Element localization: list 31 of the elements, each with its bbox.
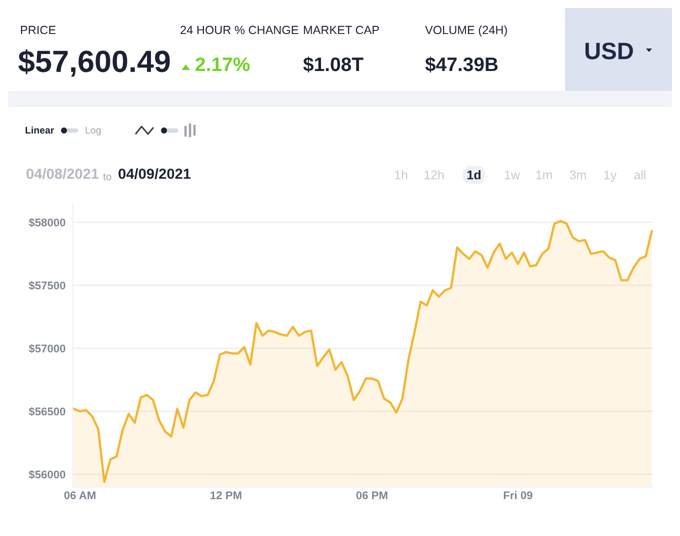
y-tick-label: $57000 [28, 344, 66, 354]
text: 04/09/2021 [118, 168, 191, 180]
text: 12h [424, 170, 444, 180]
text: 2.17% [196, 57, 250, 72]
text: 1d [467, 170, 480, 180]
y-tick-label: $57500 [28, 281, 66, 290]
x-tick-label: 06 AM [64, 491, 96, 500]
x-tick-label: 06 PM [356, 491, 388, 500]
text: to [103, 173, 112, 180]
text: $57,600.49 [18, 49, 170, 77]
text: 1y [604, 170, 617, 182]
text: 24 HOUR % CHANGE [180, 26, 298, 34]
text: 1m [536, 170, 552, 180]
text: 04/08/2021 [26, 168, 99, 180]
y-tick-label: $56500 [28, 407, 66, 416]
y-tick-label: $58000 [28, 218, 66, 228]
text: PRICE [20, 26, 56, 34]
text: 1h [395, 170, 408, 180]
text: 3m [570, 170, 586, 180]
text: Linear [26, 126, 54, 134]
text: 1w [504, 170, 520, 180]
text: $1.08T [303, 56, 364, 72]
text: Log [86, 126, 101, 136]
x-tick-label: 12 PM [210, 491, 242, 500]
text: MARKET CAP [304, 26, 379, 34]
text: $47.39B [425, 56, 498, 72]
text: all [634, 170, 646, 180]
text: USD [585, 42, 633, 60]
x-tick-label: Fri 09 [504, 491, 532, 500]
text: VOLUME (24H) [425, 26, 507, 36]
y-tick-label: $56000 [28, 470, 66, 480]
